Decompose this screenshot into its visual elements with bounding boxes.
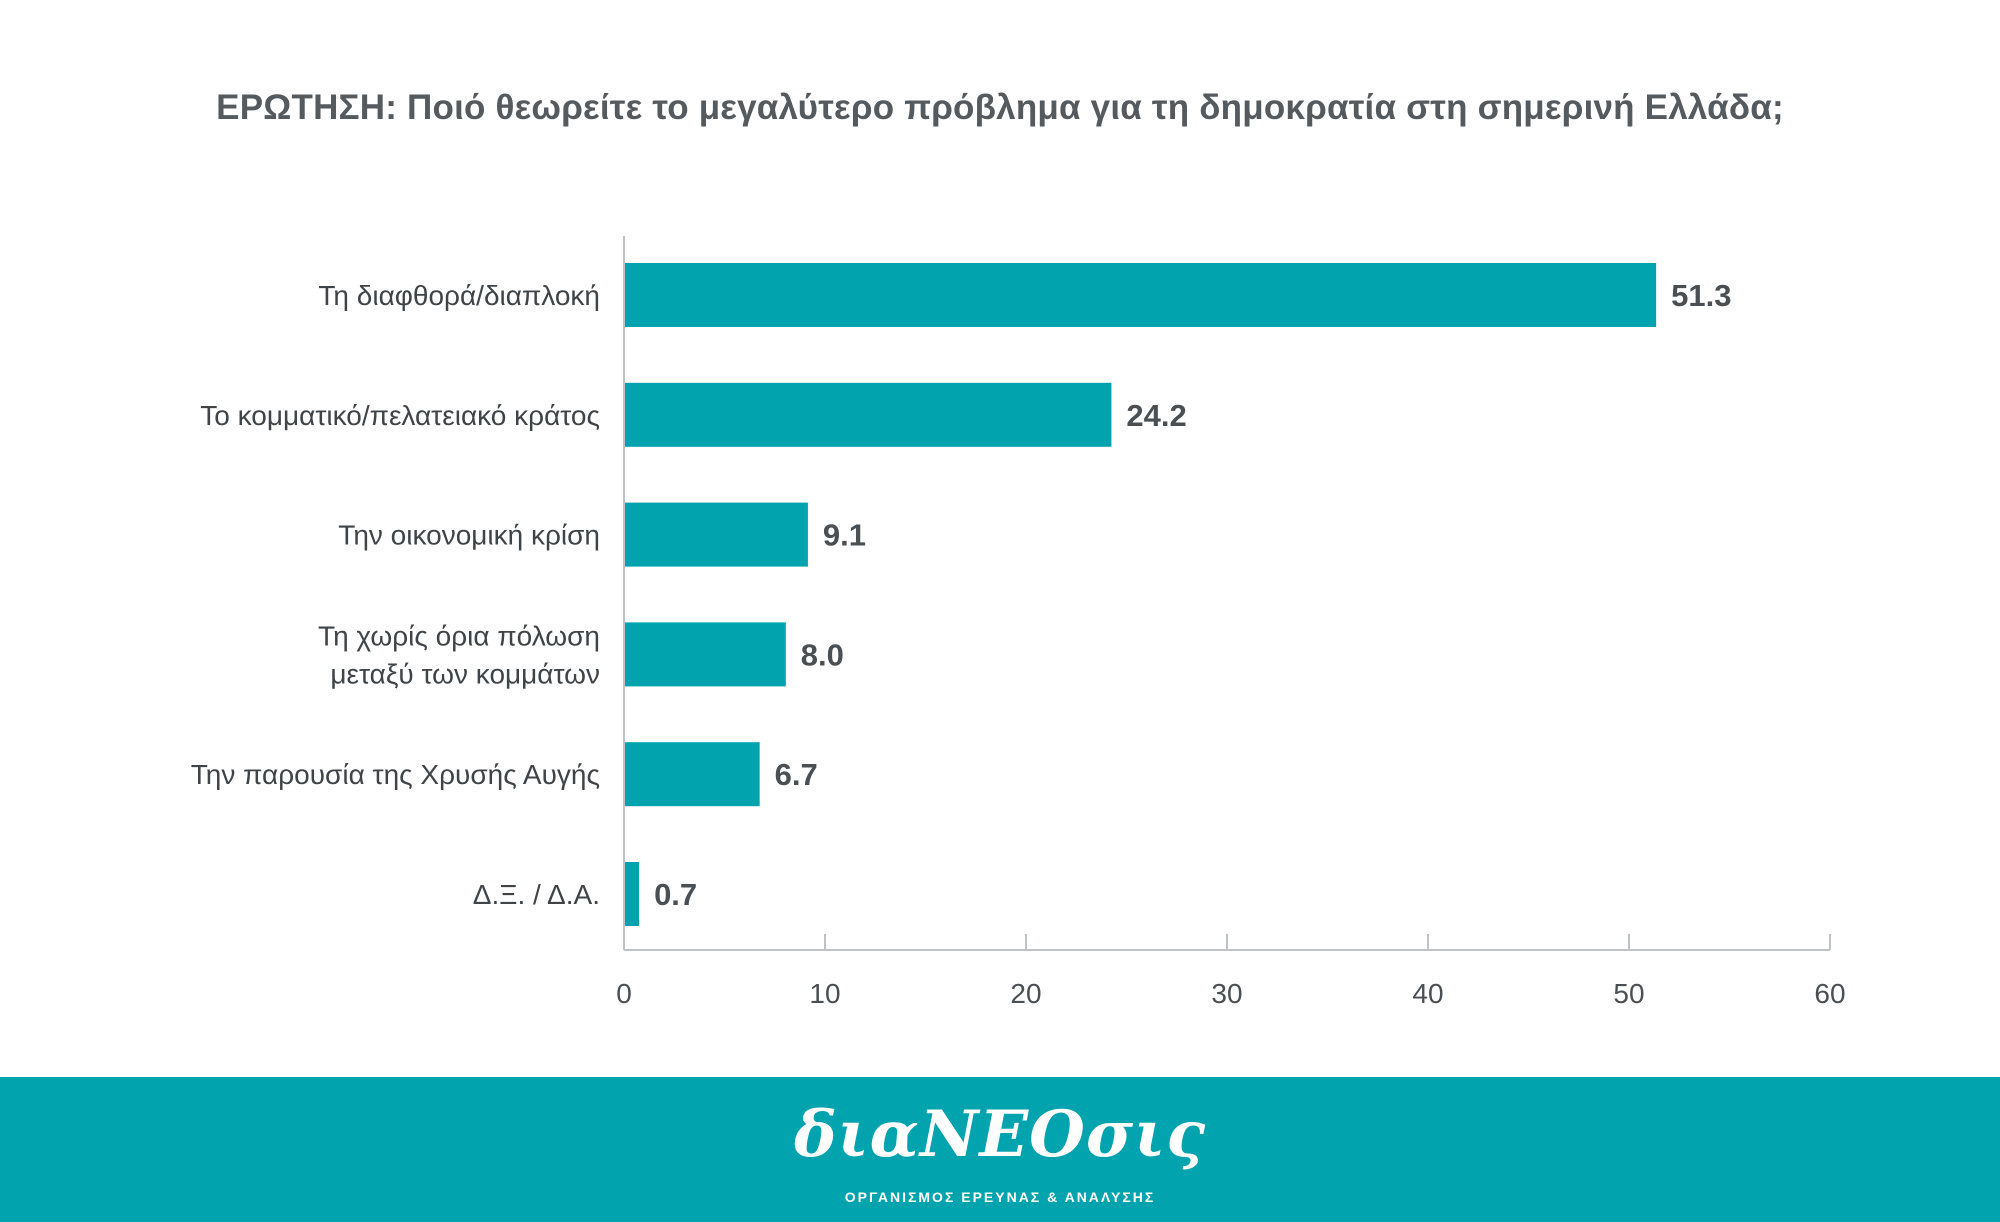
category-label-line: μεταξύ των κομμάτων <box>330 658 600 689</box>
bar-value-label: 24.2 <box>1126 398 1186 433</box>
brand-tagline: ΟΡΓΑΝΙΣΜΟΣ ΕΡΕΥΝΑΣ & ΑΝΑΛΥΣΗΣ <box>844 1189 1156 1205</box>
bar-value-label: 8.0 <box>801 637 844 672</box>
category-label-line: Το κομματικό/πελατειακό κράτος <box>200 400 600 431</box>
footer-band: διαΝΕΟσις ΟΡΓΑΝΙΣΜΟΣ ΕΡΕΥΝΑΣ & ΑΝΑΛΥΣΗΣ <box>0 1077 2000 1222</box>
chart-title: ΕΡΩΤΗΣΗ: Ποιό θεωρείτε το μεγαλύτερο πρό… <box>216 88 1784 127</box>
category-label: Την οικονομική κρίση <box>338 520 600 551</box>
bar-value-label: 0.7 <box>654 877 697 912</box>
bar-value-label: 6.7 <box>775 757 818 792</box>
category-label: Τη διαφθορά/διαπλοκή <box>318 280 600 311</box>
bar <box>625 502 808 567</box>
bar <box>625 742 760 807</box>
category-label-line: Δ.Ξ. / Δ.Α. <box>473 879 600 910</box>
category-label: Τη χωρίς όρια πόλωση μεταξύ των κομμάτων <box>318 620 600 689</box>
category-label-line: Την παρουσία της Χρυσής Αυγής <box>191 759 600 790</box>
x-tick-label: 30 <box>1211 978 1242 1009</box>
category-label-line: Τη διαφθορά/διαπλοκή <box>318 280 600 311</box>
bar-chart: 51.3 Τη διαφθορά/διαπλοκή 24.2 Το κομματικό… <box>191 236 1846 1009</box>
category-label: Το κομματικό/πελατειακό κράτος <box>200 400 600 431</box>
x-tick-label: 60 <box>1814 978 1845 1009</box>
category-label: Την παρουσία της Χρυσής Αυγής <box>191 759 600 790</box>
x-tick-label: 40 <box>1412 978 1443 1009</box>
brand-logo: διαΝΕΟσις <box>793 1097 1207 1172</box>
bar <box>625 382 1112 447</box>
category-label-line: Την οικονομική κρίση <box>338 520 600 551</box>
x-tick-label: 50 <box>1613 978 1644 1009</box>
x-axis: 0 10 20 30 40 50 60 <box>616 236 1846 1009</box>
x-tick-label: 0 <box>616 978 632 1009</box>
bars-layer: 51.3 Τη διαφθορά/διαπλοκή 24.2 Το κομματικό… <box>191 263 1731 926</box>
bar <box>625 622 786 687</box>
bar <box>625 263 1657 327</box>
x-tick-label: 10 <box>809 978 840 1009</box>
bar-value-label: 9.1 <box>823 518 866 553</box>
category-label-line: Τη χωρίς όρια πόλωση <box>318 620 600 651</box>
bar-value-label: 51.3 <box>1671 278 1731 313</box>
category-label: Δ.Ξ. / Δ.Α. <box>473 879 600 910</box>
x-tick-label: 20 <box>1010 978 1041 1009</box>
bar <box>625 862 640 926</box>
